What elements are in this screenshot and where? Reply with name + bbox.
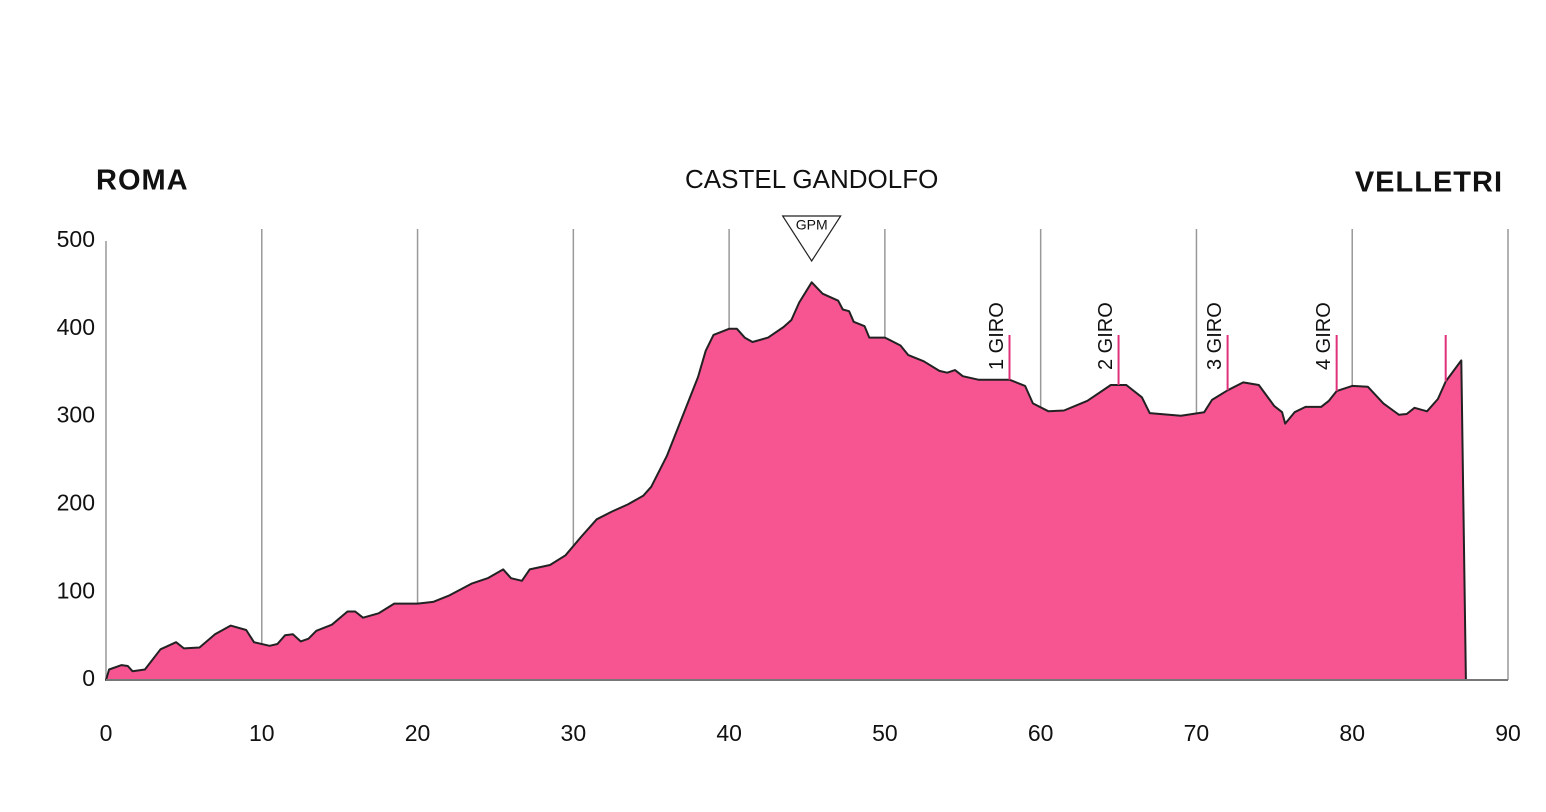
y-tick-label: 200 bbox=[57, 489, 95, 515]
lap-label: 1 GIRO bbox=[986, 302, 1008, 370]
x-tick-label: 0 bbox=[100, 720, 113, 746]
x-tick-label: 60 bbox=[1028, 720, 1054, 746]
x-tick-label: 90 bbox=[1495, 720, 1521, 746]
middle-label: CASTEL GANDOLFO bbox=[685, 164, 938, 194]
y-tick-label: 300 bbox=[57, 402, 95, 428]
gpm-label: GPM bbox=[796, 217, 828, 233]
lap-label: 4 GIRO bbox=[1313, 302, 1335, 370]
lap-label: 3 GIRO bbox=[1204, 302, 1226, 370]
elevation-profile bbox=[105, 281, 1467, 681]
x-tick-label: 30 bbox=[561, 720, 587, 746]
x-tick-label: 80 bbox=[1339, 720, 1365, 746]
x-tick-label: 40 bbox=[716, 720, 742, 746]
x-tick-label: 70 bbox=[1184, 720, 1210, 746]
y-tick-label: 400 bbox=[57, 314, 95, 340]
x-tick-label: 10 bbox=[249, 720, 275, 746]
gpm-triangle bbox=[781, 215, 842, 263]
end-label: VELLETRI bbox=[1355, 167, 1503, 199]
x-tick-label: 50 bbox=[872, 720, 898, 746]
y-tick-label: 0 bbox=[82, 665, 95, 691]
lap-label: 2 GIRO bbox=[1095, 302, 1117, 370]
y-tick-label: 500 bbox=[57, 226, 95, 252]
x-tick-label: 20 bbox=[405, 720, 431, 746]
y-tick-label: 100 bbox=[57, 577, 95, 603]
start-label: ROMA bbox=[96, 165, 189, 197]
